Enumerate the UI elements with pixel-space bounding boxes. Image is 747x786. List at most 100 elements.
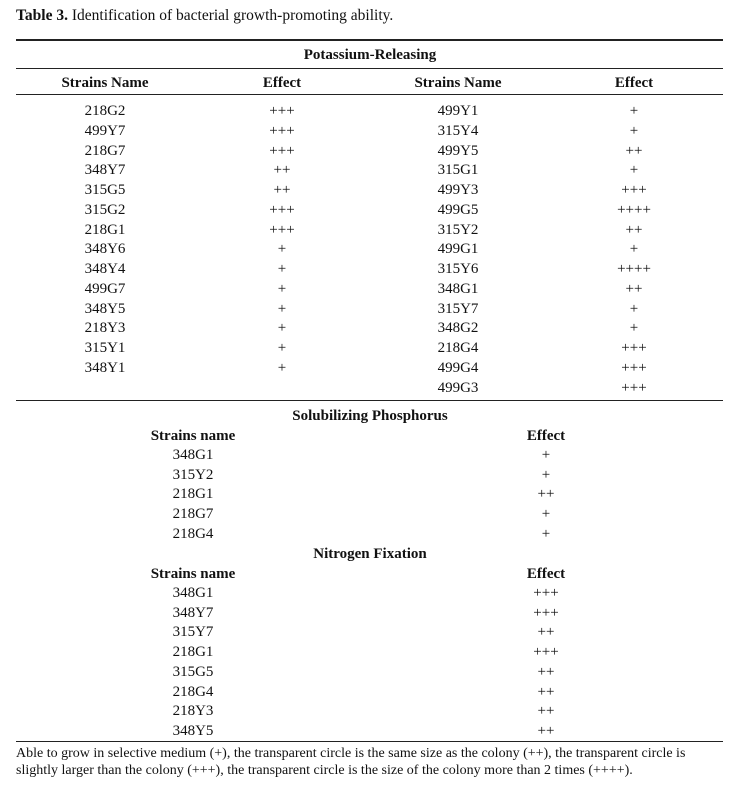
effect-cell: + <box>629 320 639 337</box>
strain-cell: 348G1 <box>172 447 214 463</box>
strain-cell: 499Y5 <box>437 142 479 159</box>
strain-cell: 348G1 <box>437 280 479 297</box>
strain-cell: 315G1 <box>437 162 479 179</box>
section-title: Nitrogen Fixation <box>313 546 427 562</box>
effect-cell: + <box>541 466 551 483</box>
effect-cell: +++ <box>533 644 559 661</box>
strain-cell: 348Y7 <box>172 604 214 621</box>
effect-cell: +++ <box>621 379 647 396</box>
strain-cell: 499G1 <box>437 241 479 258</box>
strain-cell: 348Y7 <box>84 162 126 179</box>
effect-cell: + <box>277 320 287 337</box>
effect-cell: + <box>541 447 551 463</box>
strain-cell: 218Y3 <box>84 320 126 337</box>
effect-cell: + <box>541 525 551 542</box>
strain-cell: 499G4 <box>437 359 479 376</box>
effect-cell: + <box>541 506 551 523</box>
effect-cell: + <box>629 241 639 258</box>
effect-cell: ++ <box>625 142 643 159</box>
effect-cell: +++ <box>269 201 295 218</box>
section-title: Potassium-Releasing <box>303 47 437 63</box>
top-rule <box>16 39 723 41</box>
strain-cell: 348G1 <box>172 585 214 601</box>
strain-cell: 348Y5 <box>84 300 126 317</box>
strain-cell: 218Y3 <box>172 703 214 720</box>
effect-cell: ++ <box>537 683 555 700</box>
strain-cell: 315G5 <box>172 663 214 680</box>
effect-cell: +++ <box>621 182 647 198</box>
strain-cell: 315G2 <box>84 201 126 218</box>
strain-cell: 315Y1 <box>84 340 126 356</box>
effect-cell: ++ <box>625 221 643 238</box>
strain-cell: 499G3 <box>437 379 479 396</box>
strain-cell: 499Y1 <box>437 103 479 119</box>
strain-cell: 499G5 <box>437 201 479 218</box>
effect-cell: +++ <box>269 221 295 238</box>
effect-cell: + <box>629 300 639 317</box>
strain-cell: 348Y5 <box>172 722 214 739</box>
rule <box>16 94 723 95</box>
effect-cell: ++ <box>537 486 555 503</box>
strain-cell: 218G4 <box>172 683 214 700</box>
effect-cell: ++++ <box>617 261 651 277</box>
column-header: Strains name <box>150 566 236 582</box>
strain-cell: 218G7 <box>172 506 214 523</box>
strain-cell: 218G4 <box>437 340 479 356</box>
effect-cell: +++ <box>269 103 295 119</box>
strain-cell: 218G4 <box>172 525 214 542</box>
bottom-rule <box>16 741 723 742</box>
strain-cell: 315Y6 <box>437 261 479 277</box>
strain-cell: 499Y3 <box>437 182 479 198</box>
rule <box>16 400 723 401</box>
strain-cell: 218G2 <box>84 103 126 119</box>
strain-cell: 499G7 <box>84 280 126 297</box>
column-header: Effect <box>526 428 566 444</box>
effect-cell: +++ <box>269 142 295 159</box>
strain-cell: 348Y6 <box>84 241 126 258</box>
effect-cell: ++ <box>537 663 555 680</box>
strain-cell: 315Y2 <box>437 221 479 238</box>
column-header: Strains name <box>150 428 236 444</box>
effect-cell: + <box>277 280 287 297</box>
strain-cell: 315Y4 <box>437 122 479 139</box>
column-header: Effect <box>614 75 654 91</box>
effect-cell: + <box>629 122 639 139</box>
column-header: Strains Name <box>61 75 149 91</box>
effect-cell: +++ <box>533 585 559 601</box>
column-header: Effect <box>526 566 566 582</box>
effect-cell: + <box>629 162 639 179</box>
section-title: Solubilizing Phosphorus <box>292 408 448 424</box>
column-header: Strains Name <box>414 75 502 91</box>
effect-cell: ++ <box>537 722 555 739</box>
effect-cell: + <box>277 241 287 258</box>
column-header: Effect <box>262 75 302 91</box>
effect-cell: +++ <box>269 122 295 139</box>
caption-text: Identification of bacterial growth-promo… <box>71 7 394 24</box>
footnote: Able to grow in selective medium (+), th… <box>16 746 686 778</box>
strain-cell: 218G7 <box>84 142 126 159</box>
effect-cell: ++ <box>537 703 555 720</box>
strain-cell: 218G1 <box>172 486 214 503</box>
effect-cell: +++ <box>621 359 647 376</box>
effect-cell: + <box>277 300 287 317</box>
strain-cell: 315Y7 <box>437 300 479 317</box>
effect-cell: ++ <box>273 162 291 179</box>
caption: Table 3. Identification of bacterial gro… <box>16 6 393 26</box>
effect-cell: + <box>277 261 287 277</box>
effect-cell: + <box>277 340 287 356</box>
strain-cell: 315Y7 <box>172 624 214 641</box>
strain-cell: 348Y4 <box>84 261 126 277</box>
effect-cell: +++ <box>621 340 647 356</box>
strain-cell: 315Y2 <box>172 466 214 483</box>
effect-cell: +++ <box>533 604 559 621</box>
effect-cell: ++ <box>537 624 555 641</box>
effect-cell: + <box>629 103 639 119</box>
strain-cell: 348Y1 <box>84 359 126 376</box>
strain-cell: 218G1 <box>172 644 214 661</box>
effect-cell: ++ <box>273 182 291 198</box>
strain-cell: 348G2 <box>437 320 479 337</box>
strain-cell: 499Y7 <box>84 122 126 139</box>
rule <box>16 68 723 69</box>
strain-cell: 218G1 <box>84 221 126 238</box>
